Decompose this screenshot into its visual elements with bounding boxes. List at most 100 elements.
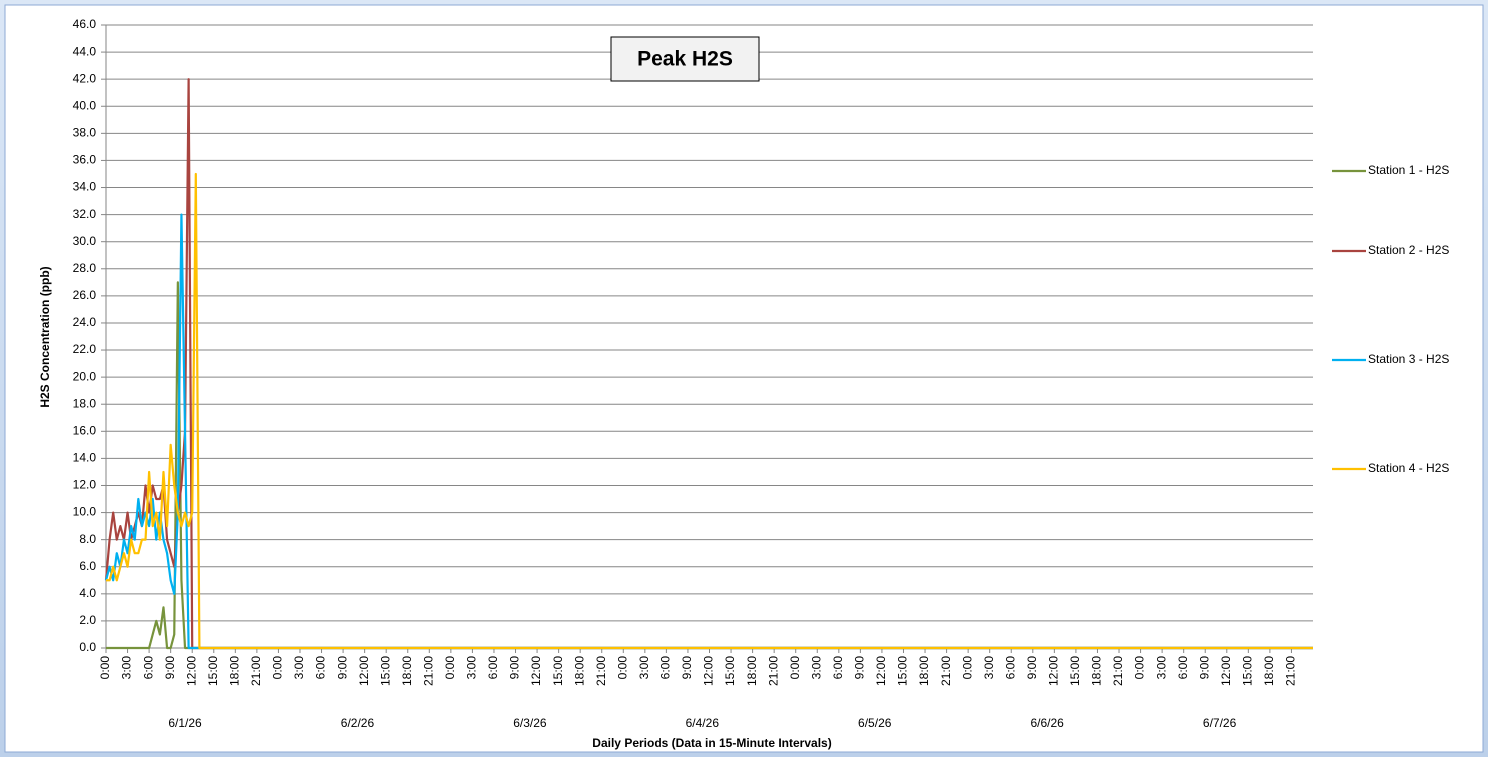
series-line bbox=[106, 172, 1313, 650]
x-tick-label: 21:00 bbox=[939, 656, 953, 686]
x-tick-label: 6:00 bbox=[486, 656, 500, 680]
x-tick-label: 6:00 bbox=[314, 656, 328, 680]
x-tick-label: 18:00 bbox=[1090, 656, 1104, 686]
y-tick-label: 40.0 bbox=[73, 98, 97, 112]
x-tick-label: 9:00 bbox=[680, 656, 694, 680]
y-tick-label: 0.0 bbox=[79, 640, 96, 654]
x-tick-label: 15:00 bbox=[896, 656, 910, 686]
x-tick-label: 0:00 bbox=[788, 656, 802, 680]
x-tick-label: 15:00 bbox=[551, 656, 565, 686]
y-tick-label: 8.0 bbox=[79, 532, 96, 546]
legend-label: Station 4 - H2S bbox=[1368, 461, 1449, 475]
x-tick-label: 15:00 bbox=[723, 656, 737, 686]
day-label: 6/1/26 bbox=[168, 716, 202, 730]
x-tick-label: 21:00 bbox=[1284, 656, 1298, 686]
x-tick-label: 6:00 bbox=[659, 656, 673, 680]
x-tick-label: 3:00 bbox=[982, 656, 996, 680]
x-tick-label: 21:00 bbox=[766, 656, 780, 686]
x-tick-label: 18:00 bbox=[1262, 656, 1276, 686]
x-tick-label: 6:00 bbox=[141, 656, 155, 680]
y-tick-label: 30.0 bbox=[73, 234, 97, 248]
x-tick-label: 3:00 bbox=[120, 656, 134, 680]
x-tick-label: 0:00 bbox=[615, 656, 629, 680]
x-tick-label: 18:00 bbox=[745, 656, 759, 686]
chart-title: Peak H2S bbox=[637, 48, 733, 71]
x-tick-label: 6:00 bbox=[831, 656, 845, 680]
x-tick-label: 18:00 bbox=[572, 656, 586, 686]
y-tick-label: 4.0 bbox=[79, 586, 96, 600]
x-tick-label: 9:00 bbox=[1197, 656, 1211, 680]
x-tick-label: 12:00 bbox=[1219, 656, 1233, 686]
x-tick-label: 3:00 bbox=[292, 656, 306, 680]
y-axis-title: H2S Concentration (ppb) bbox=[38, 266, 52, 407]
x-tick-label: 15:00 bbox=[1241, 656, 1255, 686]
day-label: 6/6/26 bbox=[1030, 716, 1064, 730]
grid bbox=[101, 24, 1313, 653]
y-tick-label: 38.0 bbox=[73, 126, 97, 140]
y-tick-label: 20.0 bbox=[73, 369, 97, 383]
x-tick-label: 9:00 bbox=[335, 656, 349, 680]
y-tick-label: 26.0 bbox=[73, 288, 97, 302]
y-tick-label: 16.0 bbox=[73, 423, 97, 437]
x-tick-label: 3:00 bbox=[637, 656, 651, 680]
series-line bbox=[106, 281, 1313, 650]
x-tick-label: 9:00 bbox=[853, 656, 867, 680]
y-tick-label: 44.0 bbox=[73, 44, 97, 58]
x-tick-label: 21:00 bbox=[421, 656, 435, 686]
y-tick-label: 14.0 bbox=[73, 451, 97, 465]
x-axis-title: Daily Periods (Data in 15-Minute Interva… bbox=[592, 736, 831, 750]
day-label: 6/5/26 bbox=[858, 716, 892, 730]
legend-label: Station 1 - H2S bbox=[1368, 163, 1449, 177]
x-tick-label: 15:00 bbox=[206, 656, 220, 686]
x-tick-label: 0:00 bbox=[443, 656, 457, 680]
x-tick-label: 9:00 bbox=[508, 656, 522, 680]
plot bbox=[104, 78, 1313, 650]
x-tick-label: 9:00 bbox=[163, 656, 177, 680]
day-label: 6/7/26 bbox=[1203, 716, 1237, 730]
x-tick-label: 12:00 bbox=[1047, 656, 1061, 686]
day-label: 6/2/26 bbox=[341, 716, 375, 730]
x-tick-label: 15:00 bbox=[378, 656, 392, 686]
x-tick-label: 15:00 bbox=[1068, 656, 1082, 686]
x-tick-label: 9:00 bbox=[1025, 656, 1039, 680]
x-tick-label: 0:00 bbox=[271, 656, 285, 680]
series-line bbox=[104, 78, 1313, 650]
x-tick-label: 18:00 bbox=[227, 656, 241, 686]
chart-area bbox=[4, 4, 1484, 753]
x-tick-label: 21:00 bbox=[594, 656, 608, 686]
y-tick-label: 36.0 bbox=[73, 153, 97, 167]
y-tick-label: 18.0 bbox=[73, 396, 97, 410]
x-tick-label: 3:00 bbox=[465, 656, 479, 680]
x-tick-label: 6:00 bbox=[1003, 656, 1017, 680]
y-tick-label: 2.0 bbox=[79, 613, 96, 627]
y-tick-label: 34.0 bbox=[73, 180, 97, 194]
y-tick-label: 32.0 bbox=[73, 207, 97, 221]
y-tick-label: 6.0 bbox=[79, 559, 96, 573]
day-label: 6/4/26 bbox=[686, 716, 720, 730]
y-tick-label: 24.0 bbox=[73, 315, 97, 329]
x-tick-label: 12:00 bbox=[702, 656, 716, 686]
y-tick-label: 42.0 bbox=[73, 71, 97, 85]
x-tick-label: 18:00 bbox=[917, 656, 931, 686]
x-tick-label: 12:00 bbox=[874, 656, 888, 686]
x-tick-label: 21:00 bbox=[1111, 656, 1125, 686]
x-tick-label: 0:00 bbox=[1133, 656, 1147, 680]
x-tick-label: 0:00 bbox=[98, 656, 112, 680]
day-label: 6/3/26 bbox=[513, 716, 547, 730]
y-tick-label: 22.0 bbox=[73, 342, 97, 356]
x-tick-label: 0:00 bbox=[960, 656, 974, 680]
y-tick-label: 28.0 bbox=[73, 261, 97, 275]
x-tick-label: 21:00 bbox=[249, 656, 263, 686]
x-tick-label: 12:00 bbox=[184, 656, 198, 686]
y-tick-label: 10.0 bbox=[73, 505, 97, 519]
x-tick-label: 12:00 bbox=[529, 656, 543, 686]
x-tick-label: 6:00 bbox=[1176, 656, 1190, 680]
legend-label: Station 2 - H2S bbox=[1368, 243, 1449, 257]
legend-label: Station 3 - H2S bbox=[1368, 352, 1449, 366]
x-tick-label: 18:00 bbox=[400, 656, 414, 686]
y-tick-label: 46.0 bbox=[73, 17, 97, 31]
x-tick-label: 12:00 bbox=[357, 656, 371, 686]
y-tick-label: 12.0 bbox=[73, 478, 97, 492]
